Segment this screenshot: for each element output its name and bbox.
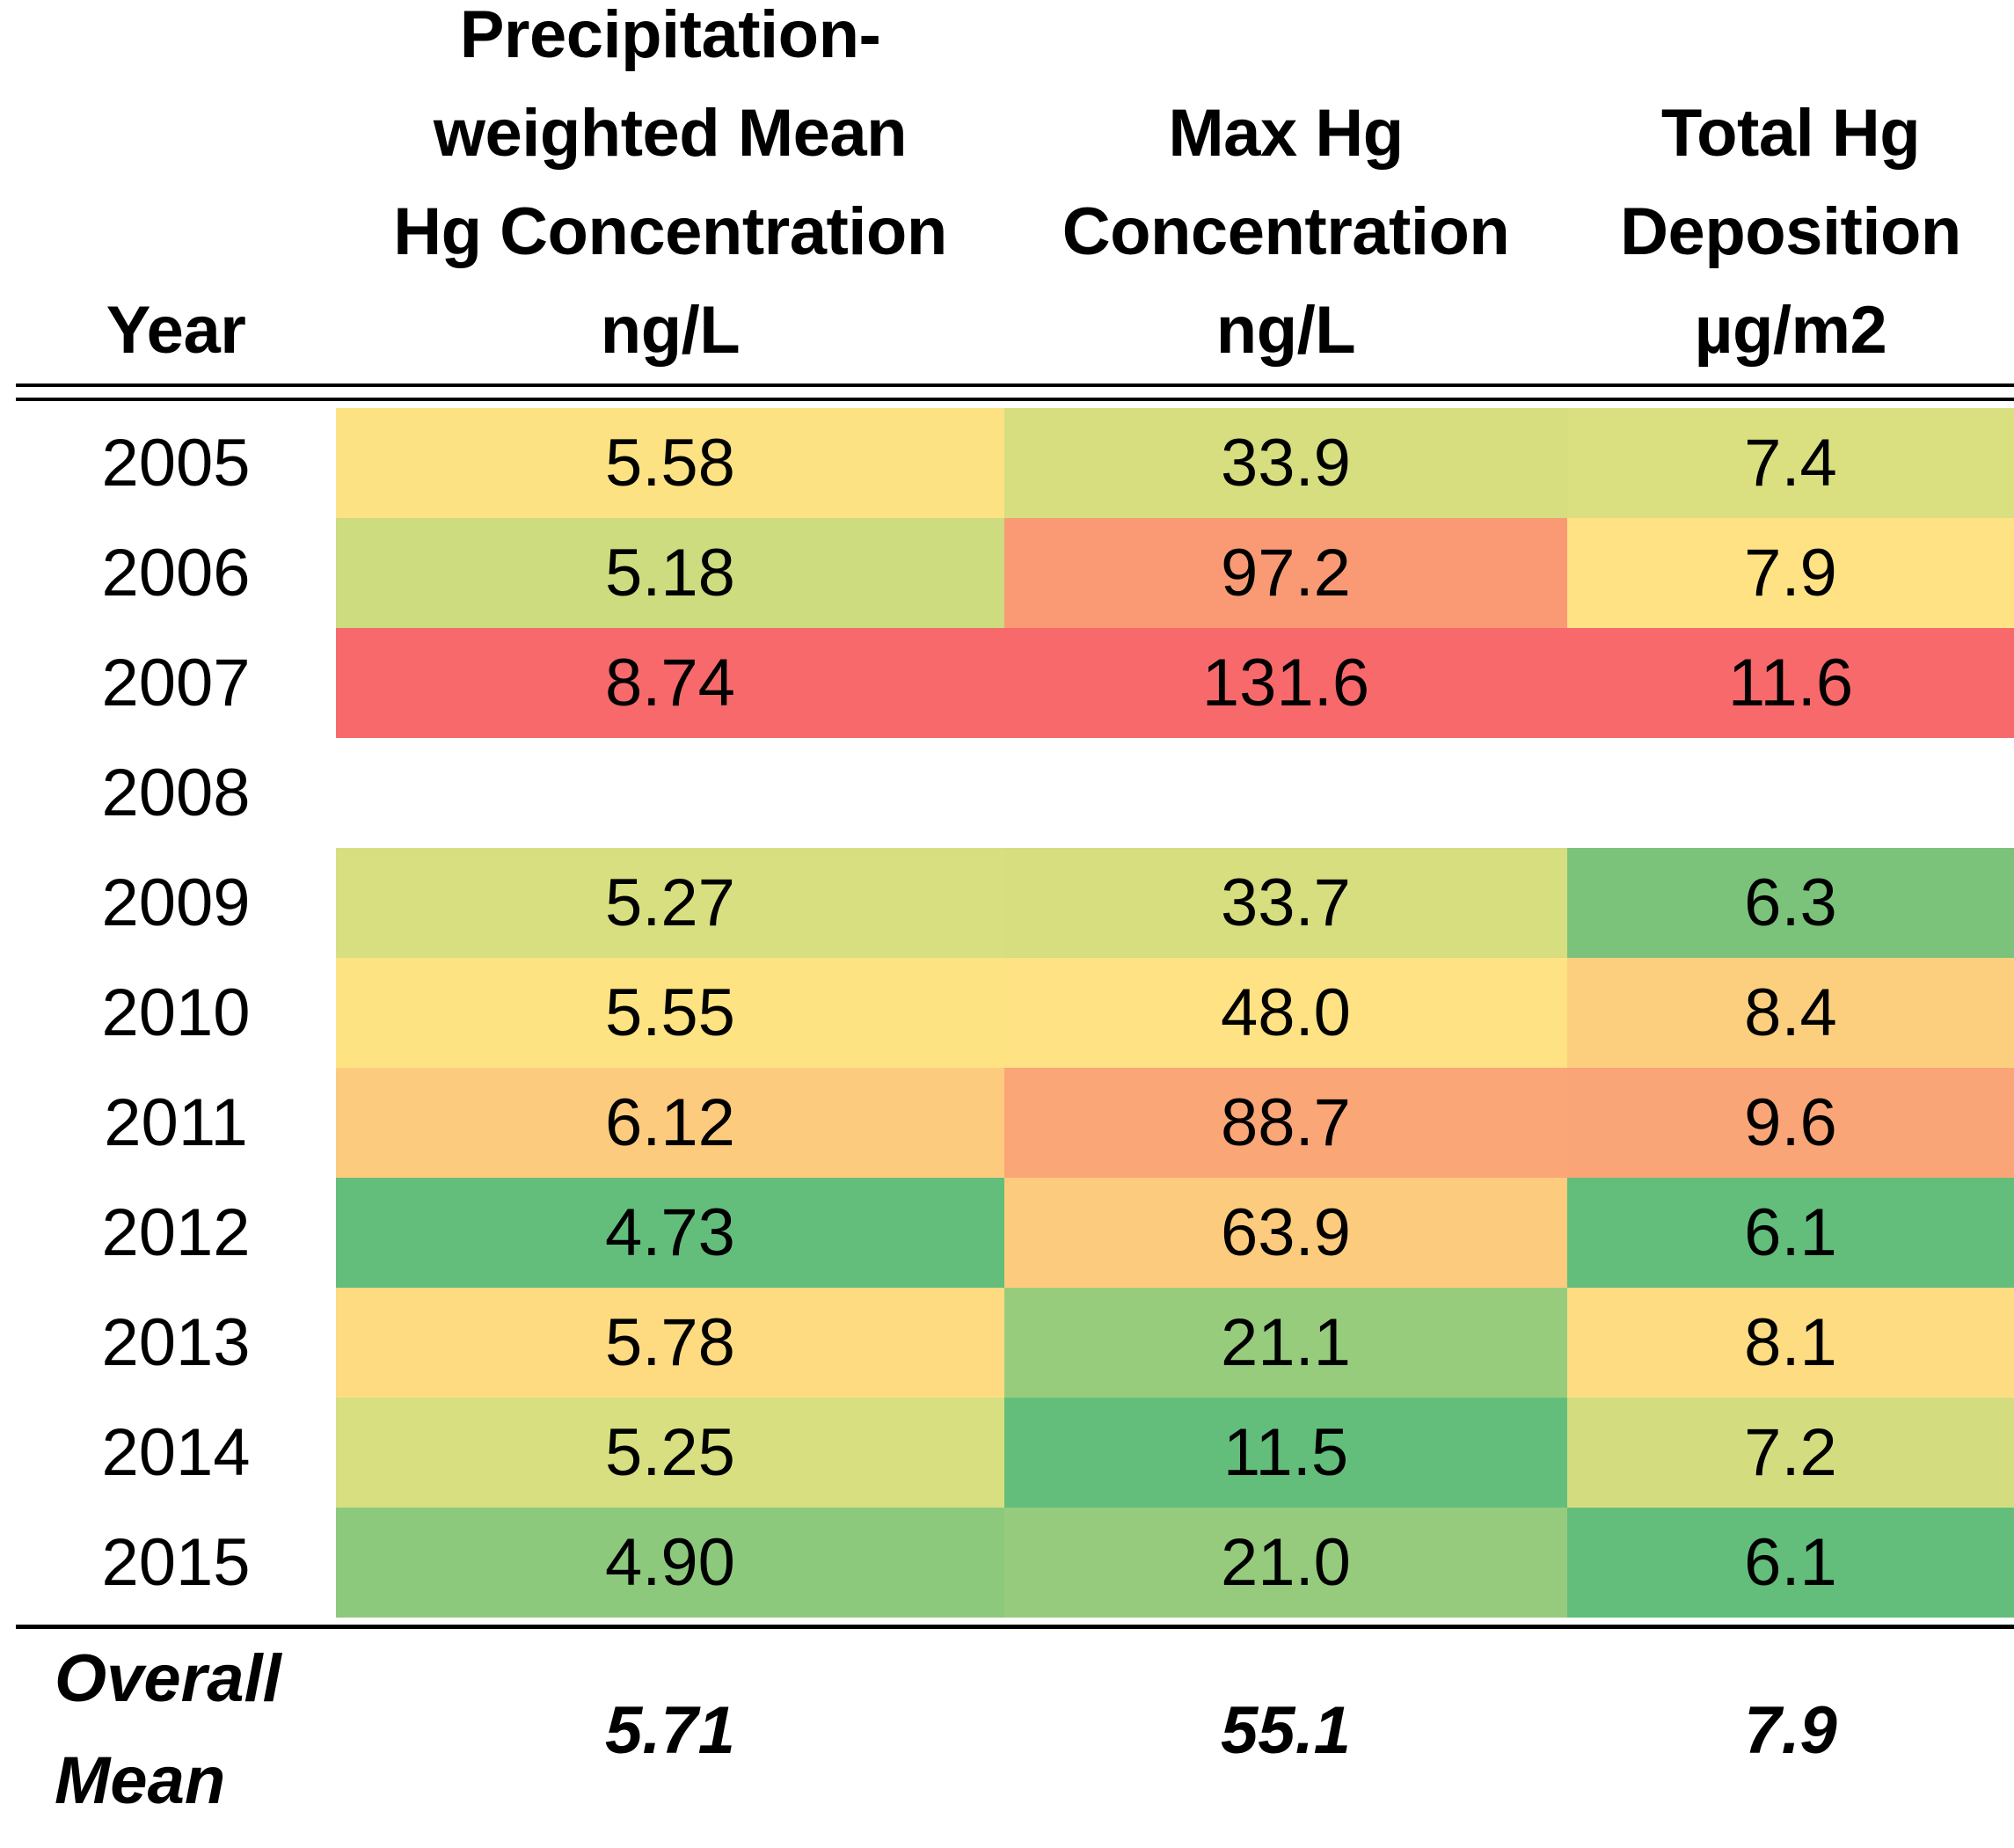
overall-max-concentration: 55.1 (1221, 1692, 1351, 1768)
table-row: 2015 4.90 21.0 6.1 (16, 1508, 2014, 1618)
total-deposition-cell: 7.4 (1567, 408, 2014, 518)
header-total-deposition: Total Hg Deposition µg/m2 (1567, 0, 2014, 380)
max-concentration-cell: 63.9 (1004, 1178, 1567, 1288)
max-concentration-cell: 131.6 (1004, 628, 1567, 738)
mean-concentration-cell (336, 738, 1004, 848)
year-cell: 2010 (101, 975, 251, 1050)
header-rule-bottom (16, 398, 2014, 401)
year-cell: 2014 (101, 1415, 251, 1490)
header-line: Max Hg (1168, 96, 1404, 171)
mean-concentration-cell: 5.18 (336, 518, 1004, 628)
table-row: 2013 5.78 21.1 8.1 (16, 1288, 2014, 1398)
table-row: 2009 5.27 33.7 6.3 (16, 848, 2014, 958)
header-line: ng/L (1215, 293, 1356, 368)
max-concentration-cell: 21.1 (1004, 1288, 1567, 1398)
footer-label-line: Mean (55, 1743, 226, 1818)
max-concentration-cell: 33.9 (1004, 408, 1567, 518)
total-deposition-cell: 6.3 (1567, 848, 2014, 958)
header-year-label: Year (106, 293, 246, 368)
body-rule (16, 1625, 2014, 1629)
header-line: ng/L (600, 293, 741, 368)
total-deposition-cell: 7.9 (1567, 518, 2014, 628)
year-cell: 2006 (101, 536, 251, 610)
mean-concentration-cell: 8.74 (336, 628, 1004, 738)
mean-concentration-cell: 6.12 (336, 1068, 1004, 1178)
header-line: Precipitation- (459, 0, 881, 72)
total-deposition-cell: 6.1 (1567, 1508, 2014, 1618)
mean-concentration-cell: 5.55 (336, 958, 1004, 1068)
max-concentration-cell: 11.5 (1004, 1398, 1567, 1508)
total-deposition-cell: 6.1 (1567, 1178, 2014, 1288)
total-deposition-cell: 8.4 (1567, 958, 2014, 1068)
year-cell: 2008 (101, 756, 251, 830)
total-deposition-cell (1567, 738, 2014, 848)
max-concentration-cell: 33.7 (1004, 848, 1567, 958)
max-concentration-cell (1004, 738, 1567, 848)
max-concentration-cell: 48.0 (1004, 958, 1567, 1068)
overall-mean-concentration: 5.71 (605, 1692, 735, 1768)
max-concentration-cell: 88.7 (1004, 1068, 1567, 1178)
header-line: Concentration (1062, 194, 1510, 269)
overall-total-deposition: 7.9 (1744, 1692, 1837, 1768)
total-deposition-cell: 11.6 (1567, 628, 2014, 738)
overall-mean-label: Overall Mean (55, 1629, 336, 1831)
year-cell: 2013 (101, 1305, 251, 1380)
footer-label-line: Overall (55, 1641, 281, 1716)
total-deposition-cell: 7.2 (1567, 1398, 2014, 1508)
table-row: 2006 5.18 97.2 7.9 (16, 518, 2014, 628)
mean-concentration-cell: 4.73 (336, 1178, 1004, 1288)
overall-mean-row: Overall Mean 5.71 55.1 7.9 (16, 1629, 2014, 1831)
header-line: Total Hg (1660, 96, 1921, 171)
header-line: Hg Concentration (393, 194, 947, 269)
table-row: 2007 8.74 131.6 11.6 (16, 628, 2014, 738)
table-row: 2011 6.12 88.7 9.6 (16, 1068, 2014, 1178)
year-cell: 2012 (101, 1195, 251, 1270)
header-mean-concentration: Precipitation- weighted Mean Hg Concentr… (336, 0, 1004, 380)
header-max-concentration: Max Hg Concentration ng/L (1004, 0, 1567, 380)
header-year: Year (16, 0, 336, 380)
table-body: 2005 5.58 33.9 7.4 2006 5.18 97.2 7.9 2007 8.74 13… (16, 408, 2014, 1618)
mean-concentration-cell: 4.90 (336, 1508, 1004, 1618)
table-row: 2005 5.58 33.9 7.4 (16, 408, 2014, 518)
max-concentration-cell: 21.0 (1004, 1508, 1567, 1618)
year-cell: 2005 (101, 426, 251, 500)
table-row: 2012 4.73 63.9 6.1 (16, 1178, 2014, 1288)
table-row: 2014 5.25 11.5 7.2 (16, 1398, 2014, 1508)
table-header: Year Precipitation- weighted Mean Hg Con… (16, 0, 2014, 387)
mean-concentration-cell: 5.78 (336, 1288, 1004, 1398)
total-deposition-cell: 9.6 (1567, 1068, 2014, 1178)
header-line: µg/m2 (1694, 293, 1887, 368)
max-concentration-cell: 97.2 (1004, 518, 1567, 628)
year-cell: 2015 (101, 1525, 251, 1600)
year-cell: 2011 (104, 1085, 248, 1160)
mean-concentration-cell: 5.27 (336, 848, 1004, 958)
table-row: 2010 5.55 48.0 8.4 (16, 958, 2014, 1068)
mean-concentration-cell: 5.58 (336, 408, 1004, 518)
year-cell: 2009 (101, 866, 251, 940)
total-deposition-cell: 8.1 (1567, 1288, 2014, 1398)
header-line: weighted Mean (433, 96, 908, 171)
mean-concentration-cell: 5.25 (336, 1398, 1004, 1508)
header-rule-top (16, 383, 2014, 387)
header-line: Deposition (1620, 194, 1961, 269)
table-row: 2008 (16, 738, 2014, 848)
year-cell: 2007 (101, 646, 251, 720)
